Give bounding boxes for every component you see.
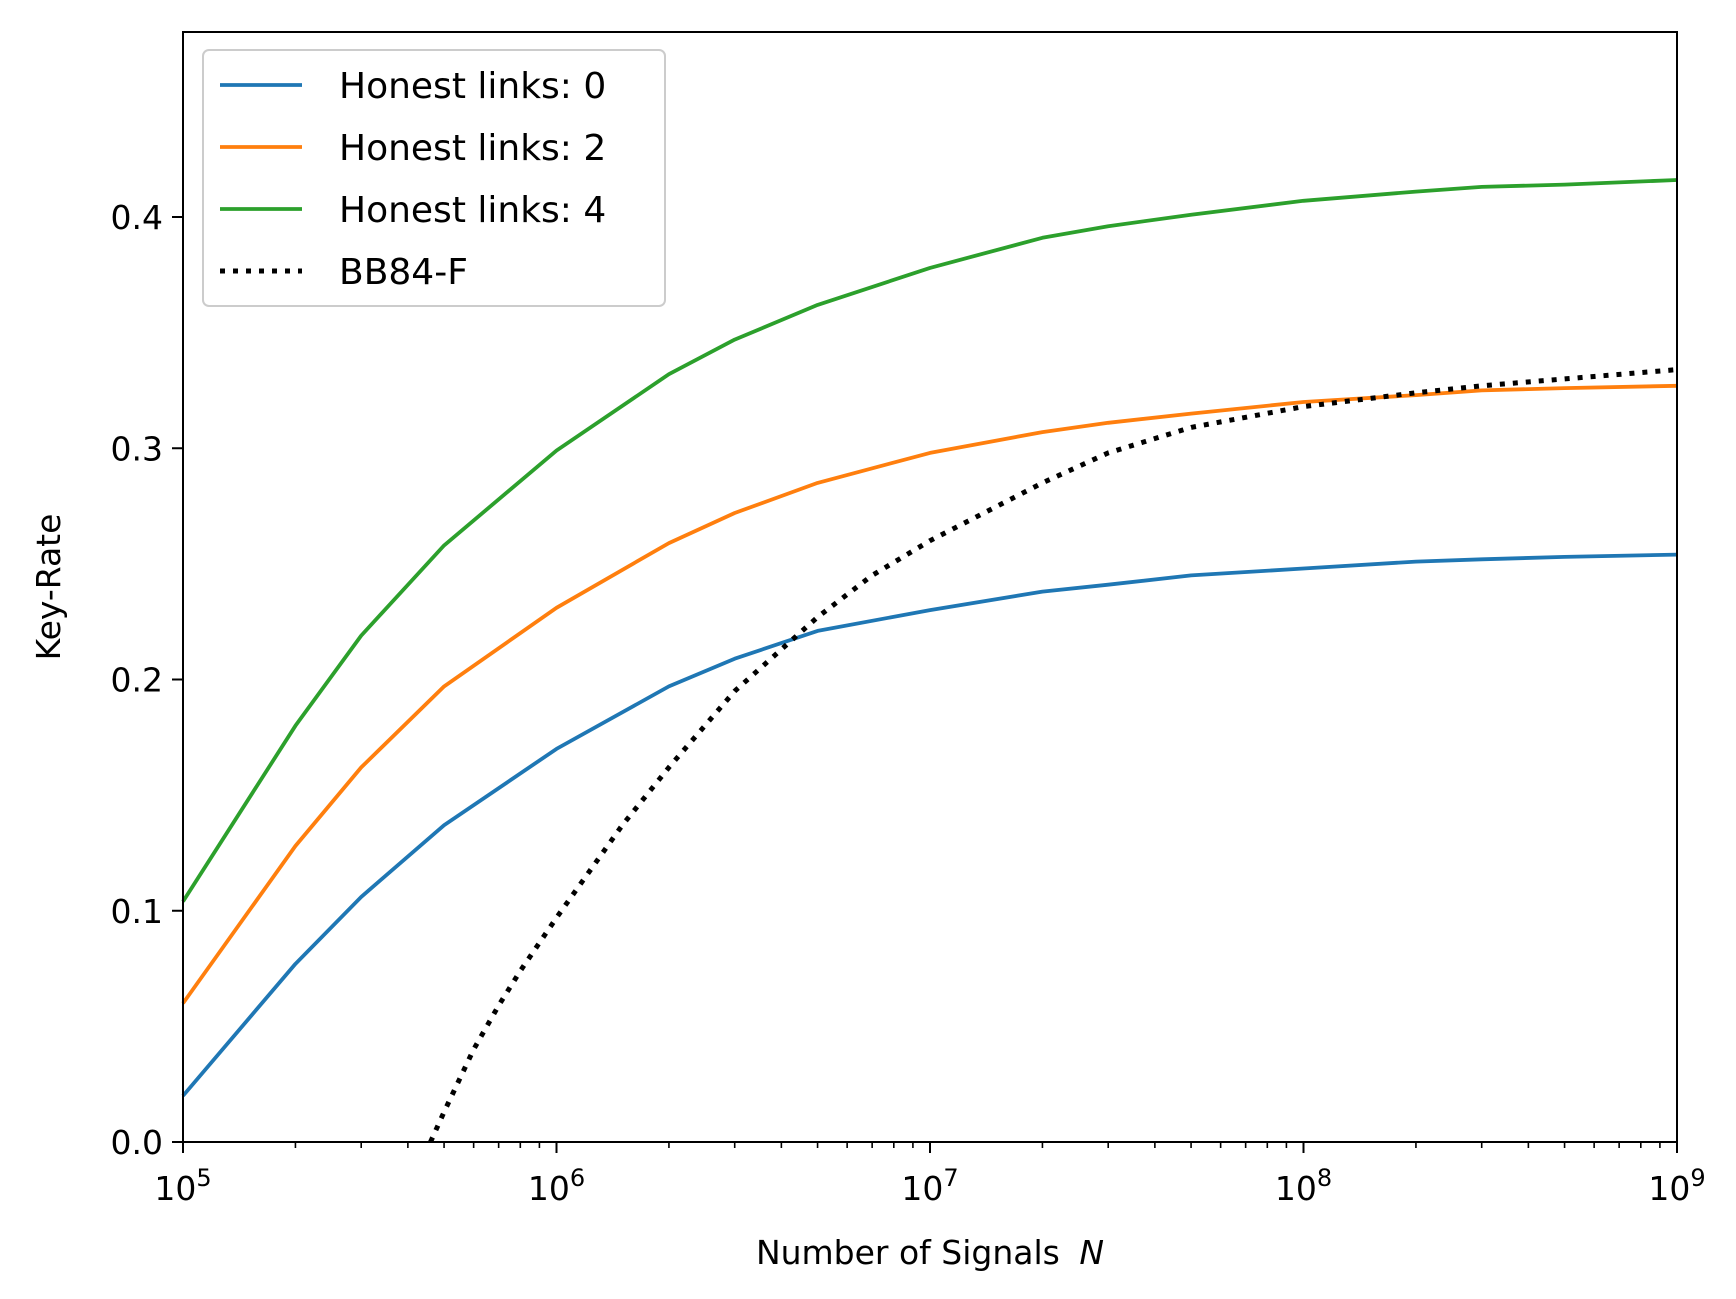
legend-box bbox=[202, 49, 666, 307]
y-axis-label: Key-Rate bbox=[29, 514, 68, 661]
x-tick-label: 109 bbox=[1648, 1164, 1705, 1208]
plot-frame bbox=[182, 31, 1678, 1143]
x-tick-label: 105 bbox=[154, 1164, 211, 1208]
y-tick-label: 0.1 bbox=[111, 892, 163, 931]
x-tick-base: 10 bbox=[1275, 1169, 1317, 1208]
x-axis-label: Number of Signals N bbox=[756, 1233, 1104, 1272]
y-tick-label: 0.2 bbox=[111, 661, 163, 700]
series-line bbox=[181, 383, 1678, 1005]
x-tick-base: 10 bbox=[901, 1169, 943, 1208]
x-axis-label-variable: N bbox=[1079, 1233, 1104, 1272]
x-tick-exponent: 9 bbox=[1690, 1164, 1705, 1192]
x-tick-exponent: 5 bbox=[196, 1164, 211, 1192]
legend-label: Honest links: 2 bbox=[339, 128, 606, 169]
x-tick-exponent: 6 bbox=[570, 1164, 585, 1192]
x-tick-label: 108 bbox=[1275, 1164, 1332, 1208]
x-axis-label-text: Number of Signals bbox=[756, 1233, 1060, 1272]
series-lines bbox=[181, 178, 1678, 1144]
y-tick-label: 0.3 bbox=[111, 429, 163, 468]
x-tick-base: 10 bbox=[154, 1169, 196, 1208]
x-tick-exponent: 8 bbox=[1317, 1164, 1332, 1192]
legend: Honest links: 0 Honest links: 2 Honest lin… bbox=[202, 49, 666, 307]
x-tick-base: 10 bbox=[1648, 1169, 1690, 1208]
axis-ticks bbox=[172, 216, 1678, 1153]
y-tick-label: 0.0 bbox=[111, 1123, 163, 1162]
series-line bbox=[181, 552, 1678, 1098]
legend-label: BB84-F bbox=[339, 252, 468, 293]
legend-label: Honest links: 4 bbox=[339, 190, 606, 231]
x-tick-base: 10 bbox=[528, 1169, 570, 1208]
x-tick-exponent: 7 bbox=[943, 1164, 958, 1192]
x-tick-label: 106 bbox=[528, 1164, 585, 1208]
series-line bbox=[181, 178, 1678, 903]
x-tick-label: 107 bbox=[901, 1164, 958, 1208]
y-tick-label: 0.4 bbox=[111, 198, 163, 237]
legend-label: Honest links: 0 bbox=[339, 66, 606, 107]
